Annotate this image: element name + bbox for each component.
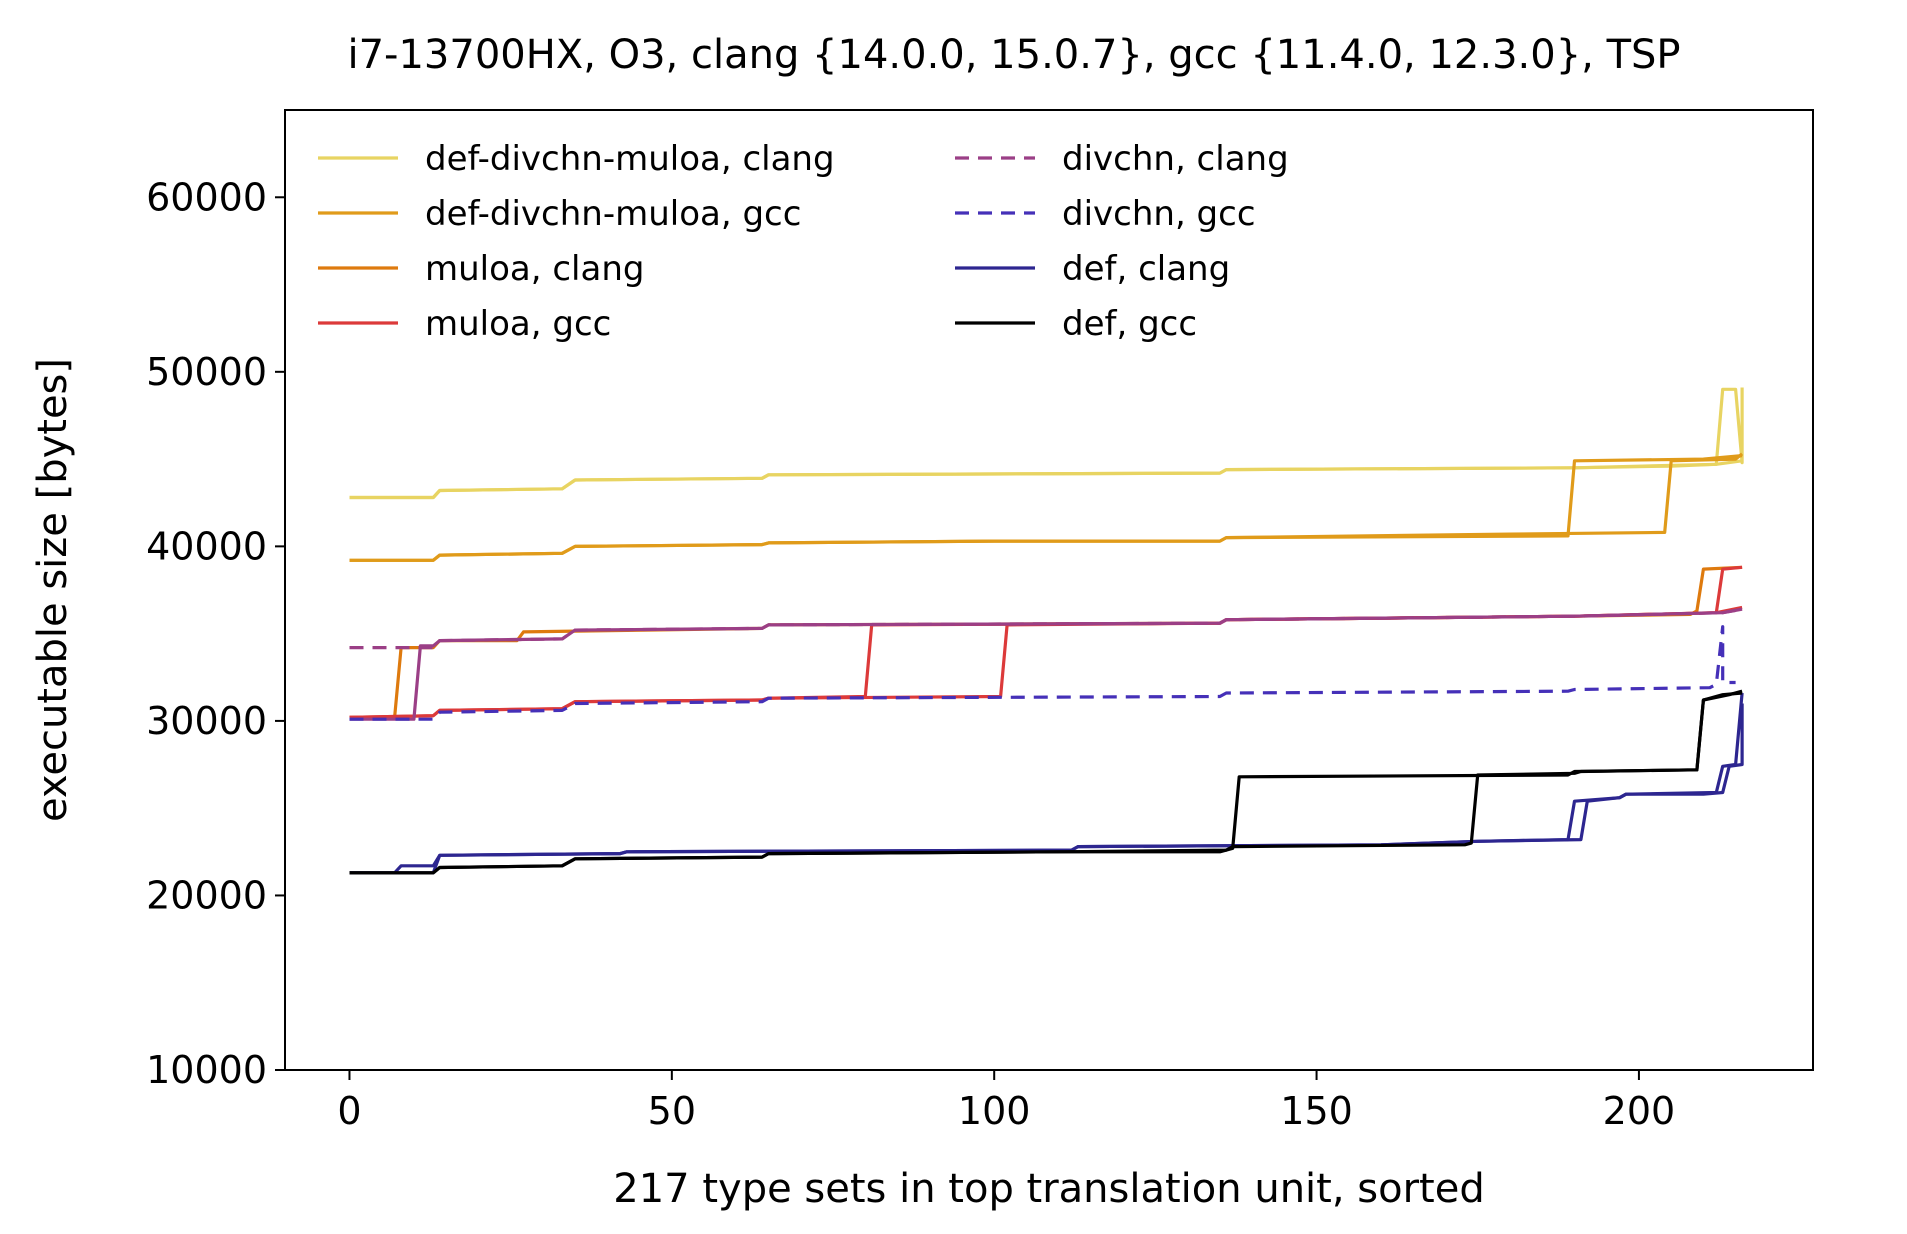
y-tick-label: 60000: [146, 175, 267, 219]
x-tick-label: 100: [958, 1089, 1031, 1133]
series-line-1: [349, 459, 1743, 500]
x-tick-label: 150: [1280, 1089, 1353, 1133]
legend-label: def, gcc: [1062, 304, 1197, 344]
y-tick-label: 50000: [146, 350, 267, 394]
legend-label: divchn, clang: [1062, 139, 1289, 179]
y-axis-label: executable size [bytes]: [30, 358, 76, 822]
chart-title: i7-13700HX, O3, clang {14.0.0, 15.0.7}, …: [347, 32, 1680, 78]
legend-label: muloa, clang: [425, 249, 644, 289]
series-line-13: [349, 689, 1743, 875]
legend: def-divchn-muloa, clang def-divchn-muloa,…: [318, 139, 1289, 344]
series-line-11: [349, 692, 1744, 875]
x-axis: 0 50 100 150 200: [337, 1070, 1675, 1133]
legend-label: def-divchn-muloa, gcc: [425, 194, 801, 234]
legend-label: def-divchn-muloa, clang: [425, 139, 835, 179]
legend-label: def, clang: [1062, 249, 1230, 289]
plot-frame: [284, 109, 1814, 1071]
x-axis-label: 217 type sets in top translation unit, s…: [613, 1166, 1484, 1212]
legend-label: divchn, gcc: [1062, 194, 1256, 234]
series-layer: [349, 387, 1744, 875]
legend-label: muloa, gcc: [425, 304, 611, 344]
x-tick-label: 200: [1603, 1089, 1676, 1133]
x-tick-label: 50: [648, 1089, 696, 1133]
y-tick-label: 30000: [146, 699, 267, 743]
y-axis: 10000 20000 30000 40000 50000 60000: [146, 175, 285, 1092]
y-tick-label: 20000: [146, 873, 267, 917]
series-line-9: [349, 625, 1736, 721]
series-line-3: [349, 452, 1744, 562]
y-tick-label: 40000: [146, 524, 267, 568]
y-tick-label: 10000: [146, 1048, 267, 1092]
series-line-8: [349, 607, 1743, 721]
x-tick-label: 0: [337, 1089, 361, 1133]
